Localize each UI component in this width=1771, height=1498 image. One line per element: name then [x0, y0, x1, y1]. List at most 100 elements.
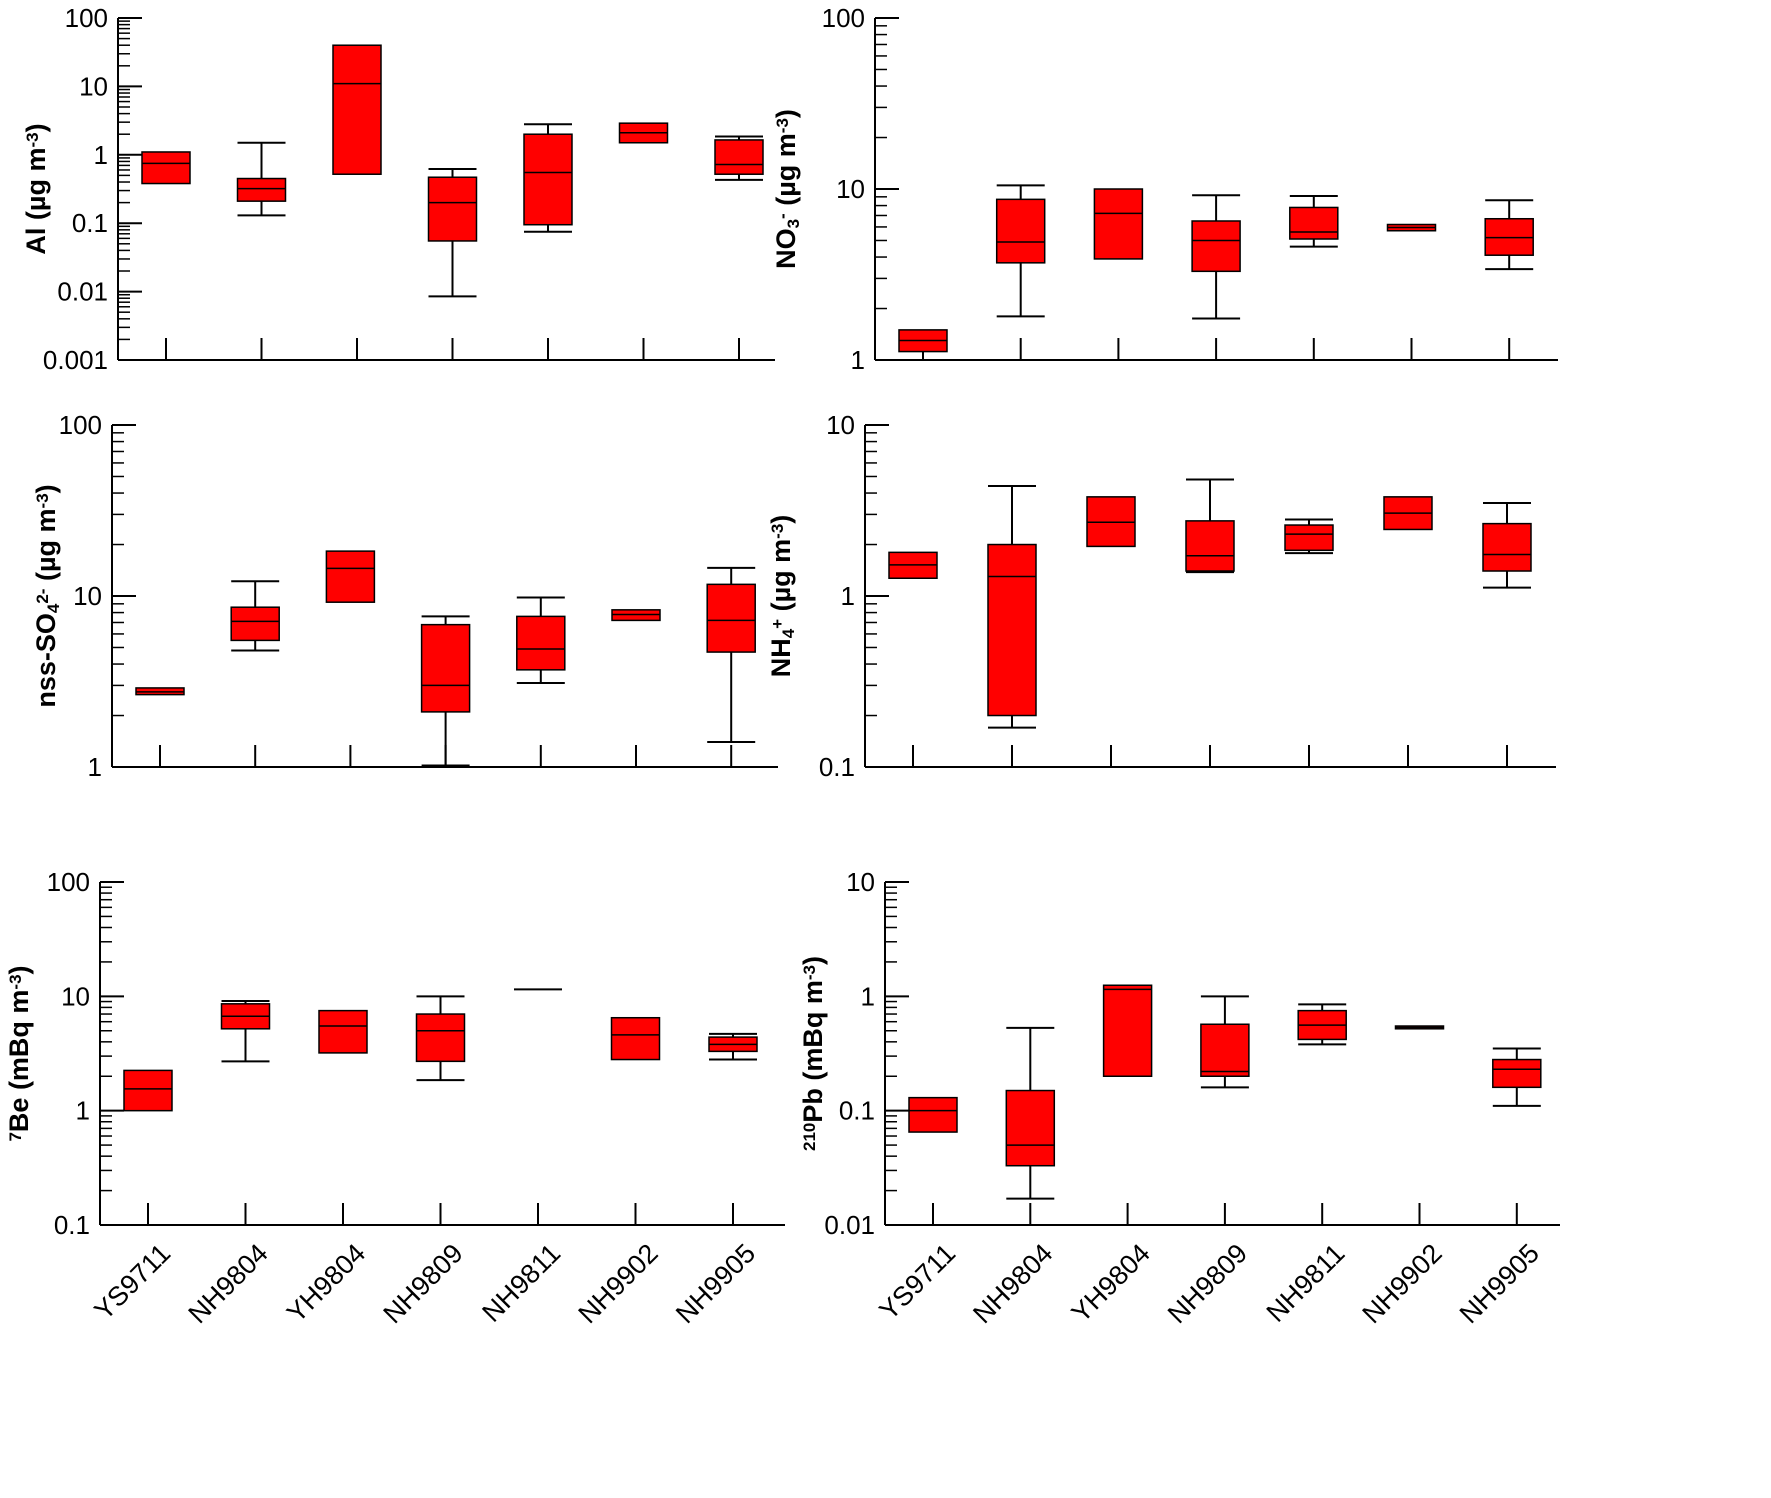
y-axis-title-tail: ) — [4, 965, 34, 974]
y-tick-label: 1 — [76, 1096, 90, 1126]
category-label: NH9811 — [1261, 1238, 1351, 1328]
y-axis-title: 210Pb (mBq m-3) — [798, 956, 828, 1151]
box-YS9711 — [898, 329, 948, 353]
box-YH9804 — [1093, 188, 1144, 260]
box-NH9804 — [987, 484, 1037, 729]
box-iqr — [1005, 1089, 1056, 1167]
y-tick-label: 100 — [822, 3, 865, 33]
box-iqr — [987, 543, 1037, 717]
y-tick-label: 10 — [79, 71, 108, 101]
box-YH9804 — [318, 1009, 368, 1054]
box-YS9711 — [135, 687, 185, 696]
category-label: NH9902 — [1356, 1238, 1447, 1329]
category-label: NH9905 — [1454, 1238, 1545, 1329]
box-iqr — [332, 44, 382, 175]
box-iqr — [523, 133, 573, 226]
y-axis-title-main: Al (µg m — [21, 148, 51, 255]
y-axis-title-tail: ) — [798, 956, 828, 965]
panel-pb210: 0.01 0.1 1 10 210Pb (mBq m-3) YS9711 NH9804 YH9… — [798, 867, 1560, 1329]
category-label: NH9905 — [670, 1238, 761, 1329]
box-YH9804 — [332, 44, 382, 175]
y-tick-label: 1 — [851, 345, 865, 375]
y-axis-title-tail2: ) — [31, 484, 61, 493]
box-NH9905 — [706, 566, 756, 744]
box-NH9809 — [415, 995, 466, 1082]
panel-no3: 1 10 100 NO3- (µg m-3) — [771, 3, 1558, 375]
box-iqr — [230, 606, 280, 642]
y-axis-title: nss-SO42- (µg m-3) — [31, 484, 63, 707]
y-axis-title-main: Pb (mBq m — [798, 980, 828, 1123]
y-tick-label: 0.1 — [819, 752, 855, 782]
category-label: NH9804 — [182, 1238, 273, 1329]
box-YH9804 — [325, 550, 376, 603]
y-axis-title-sup2: -3 — [768, 524, 787, 539]
box-NH9804 — [236, 141, 287, 217]
box-NH9902 — [1386, 223, 1437, 232]
y-tick-label: 0.1 — [72, 208, 108, 238]
box-NH9902 — [1383, 496, 1433, 531]
y-axis-title-sub: 3 — [784, 219, 803, 228]
box-iqr — [123, 1069, 173, 1112]
box-NH9902 — [618, 122, 669, 144]
box-iqr — [1102, 984, 1153, 1077]
box-NH9804 — [220, 1000, 271, 1063]
y-tick-label: 1 — [88, 752, 102, 782]
panel-al: 0.001 0.01 0.1 1 10 100 Al (µg m-3) — [21, 3, 775, 375]
y-axis-title-tail2: ) — [771, 109, 801, 118]
y-tick-label: 0.1 — [839, 1096, 875, 1126]
y-axis-title-tail: (µg m — [31, 508, 61, 588]
box-iqr — [427, 176, 478, 242]
category-label: NH9809 — [377, 1238, 468, 1329]
box-iqr — [1093, 188, 1144, 260]
box-iqr — [1284, 524, 1334, 552]
box-iqr — [1185, 520, 1235, 572]
y-tick-label: 100 — [65, 3, 108, 33]
box-NH9804 — [230, 580, 280, 652]
box-iqr — [706, 583, 756, 653]
panel-so4: 1 10 100 nss-SO42- (µg m-3) — [31, 410, 778, 782]
box-NH9905 — [1492, 1047, 1542, 1107]
y-axis-title-main: NH — [766, 638, 796, 677]
box-NH9902 — [1394, 1025, 1445, 1030]
box-NH9902 — [610, 1016, 661, 1061]
y-axis-title-sup2: -3 — [773, 118, 792, 133]
box-NH9905 — [1484, 199, 1534, 271]
box-NH9905 — [1482, 501, 1532, 589]
box-iqr — [908, 1096, 958, 1133]
y-tick-label: 0.1 — [54, 1210, 90, 1240]
y-axis-title-tail: ) — [21, 123, 51, 132]
category-label: NH9811 — [476, 1238, 566, 1328]
y-tick-label: 1 — [94, 140, 108, 170]
y-tick-label: 100 — [59, 410, 102, 440]
box-NH9811 — [523, 123, 573, 233]
y-axis-title-main: nss-SO — [31, 613, 61, 708]
y-tick-label: 0.001 — [43, 345, 108, 375]
y-axis-title-sub: 4 — [779, 628, 798, 638]
box-YS9711 — [888, 551, 938, 579]
y-axis-title: NO3- (µg m-3) — [771, 109, 803, 269]
y-axis-title-sup: - — [773, 213, 792, 219]
box-YS9711 — [123, 1069, 173, 1112]
y-tick-label: 100 — [47, 867, 90, 897]
box-NH9804 — [1005, 1026, 1056, 1200]
y-axis-title-pre_sup: 210 — [800, 1123, 819, 1151]
box-NH9809 — [427, 168, 478, 298]
category-label: NH9804 — [967, 1238, 1058, 1329]
y-axis-title-main: NO — [771, 228, 801, 269]
box-iqr — [141, 151, 191, 185]
box-iqr — [610, 1016, 661, 1061]
box-NH9905 — [708, 1032, 758, 1061]
box-iqr — [1482, 522, 1532, 572]
category-label: NH9809 — [1162, 1238, 1253, 1329]
box-NH9811 — [1297, 1003, 1347, 1046]
box-iqr — [415, 1013, 466, 1063]
y-axis-title: NH4+ (µg m-3) — [766, 515, 798, 678]
y-tick-label: 10 — [73, 581, 102, 611]
box-NH9902 — [611, 609, 661, 622]
y-axis-title-pre_sup: 7 — [6, 1132, 25, 1141]
box-iqr — [1492, 1058, 1542, 1089]
box-iqr — [318, 1009, 368, 1054]
box-YS9711 — [908, 1096, 958, 1133]
y-axis-title-sup: -3 — [6, 974, 25, 989]
box-NH9809 — [1191, 194, 1241, 320]
